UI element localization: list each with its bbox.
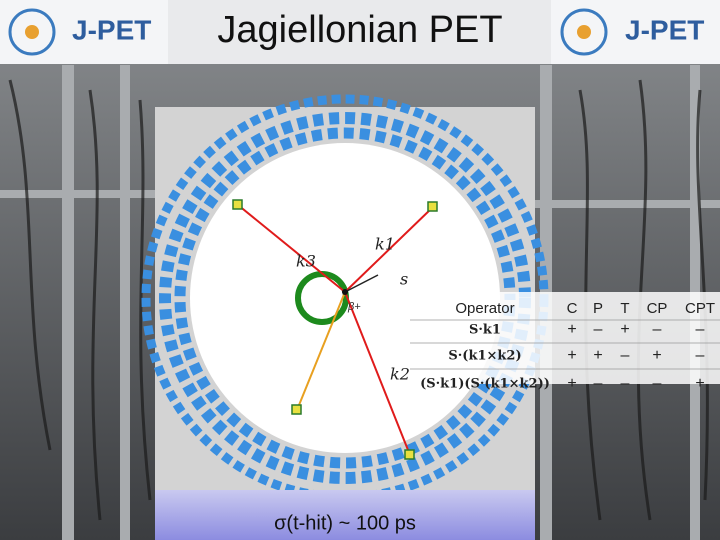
symmetry-sign: +: [652, 347, 661, 364]
symmetry-sign: +: [593, 347, 602, 364]
operator: S·(k1×k2): [448, 349, 521, 364]
label-beta: β+: [347, 301, 361, 313]
symmetry-sign: –: [696, 347, 705, 364]
logo-text: J-PET: [72, 14, 151, 45]
table-header: Operator: [455, 300, 514, 317]
operator: S·k1: [469, 323, 501, 338]
symmetry-sign: –: [621, 375, 630, 392]
table-header: C: [567, 300, 578, 317]
symmetry-sign: +: [695, 375, 704, 392]
symmetry-sign: –: [621, 347, 630, 364]
table-header: T: [620, 300, 629, 317]
caption: σ(t-hit) ~ 100 ps: [274, 512, 416, 534]
label-k1: k1: [375, 235, 395, 254]
operator: (S·k1)(S·(k1×k2)): [420, 377, 550, 392]
label-s: s: [400, 270, 408, 289]
label-k2: k2: [390, 365, 410, 384]
cables: [8, 79, 709, 521]
detector-diagram: k1 k2 k3 s β+: [141, 94, 549, 502]
symmetry-sign: +: [620, 321, 629, 338]
symmetry-sign: –: [653, 375, 662, 392]
symmetry-sign: +: [567, 375, 576, 392]
table-header: P: [593, 300, 603, 317]
symmetry-sign: +: [567, 347, 576, 364]
caption-box: [155, 490, 535, 540]
table-header: CPT: [685, 300, 715, 317]
symmetry-sign: +: [567, 321, 576, 338]
logo-left: J-PET: [8, 8, 151, 56]
table-header: CP: [647, 300, 668, 317]
symmetry-sign: –: [594, 375, 603, 392]
symmetry-sign: –: [594, 321, 603, 338]
symmetry-sign: –: [696, 321, 705, 338]
label-k3: k3: [296, 252, 316, 271]
logo-text: J-PET: [625, 14, 704, 45]
symmetry-sign: –: [653, 321, 662, 338]
title-box: [168, 0, 551, 64]
logo-right: J-PET: [560, 8, 704, 56]
slide-title: Jagiellonian PET: [217, 9, 502, 51]
